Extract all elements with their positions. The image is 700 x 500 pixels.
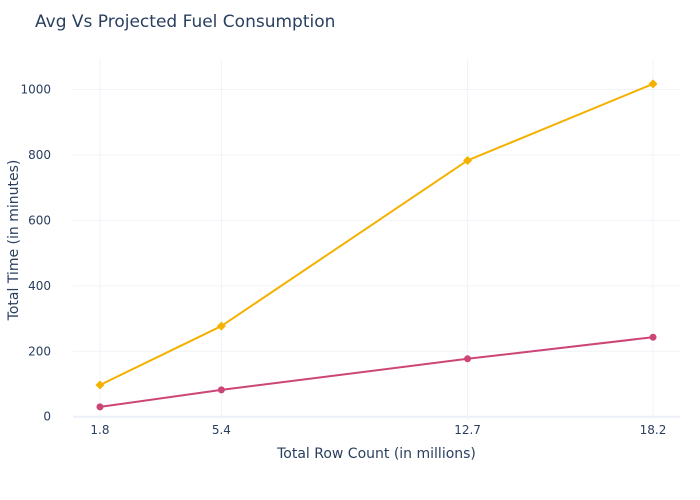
x-tick-label: 18.2 [640,423,667,437]
data-point[interactable] [95,380,105,390]
x-tick-label: 12.7 [454,423,481,437]
y-tick-label: 400 [28,279,51,293]
data-point[interactable] [216,321,226,331]
series-line-2 [99,336,654,408]
x-tick-label: 1.8 [90,423,109,437]
data-point[interactable] [96,403,104,411]
series-line-1 [99,82,654,386]
y-tick-label: 200 [28,344,51,358]
y-tick-label: 600 [28,213,51,227]
y-tick-label: 1000 [20,82,51,96]
data-point[interactable] [648,79,658,89]
data-point[interactable] [464,355,472,363]
data-point[interactable] [649,333,657,341]
x-axis-label: Total Row Count (in millions) [277,446,476,462]
data-point[interactable] [463,155,473,165]
y-tick-label: 0 [43,410,51,424]
x-tick-label: 5.4 [212,423,231,437]
data-point[interactable] [217,386,225,394]
chart-title: Avg Vs Projected Fuel Consumption [35,12,336,32]
y-tick-label: 800 [28,148,51,162]
